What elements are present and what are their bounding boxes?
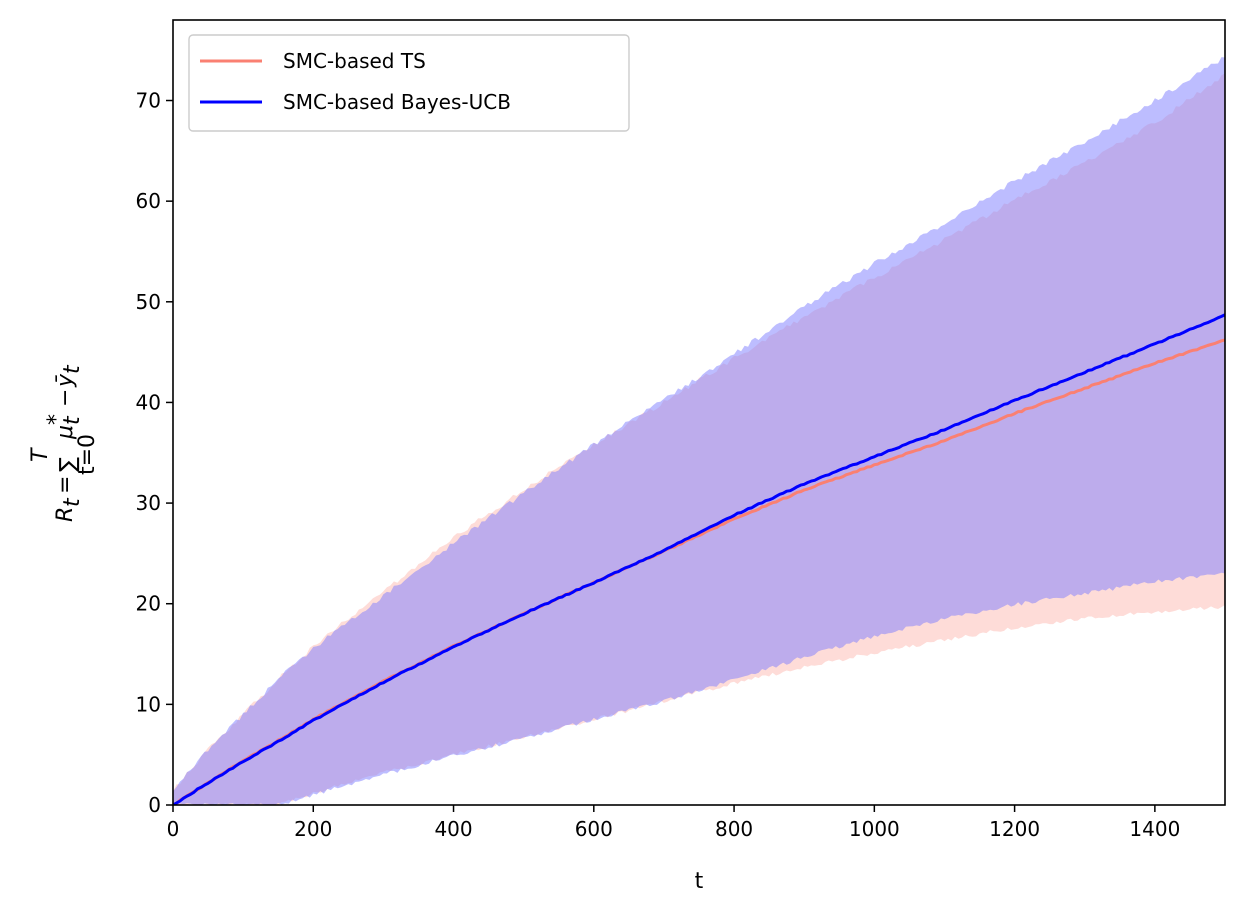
y-tick-label: 60 — [136, 189, 161, 213]
legend-label-ucb: SMC-based Bayes-UCB — [283, 90, 511, 114]
ylabel-minus: − — [53, 389, 78, 407]
y-axis: 0 10 20 30 40 50 60 70 — [136, 89, 173, 817]
x-tick-label: 0 — [167, 817, 180, 841]
y-tick-label: 0 — [148, 793, 161, 817]
legend: SMC-based TS SMC-based Bayes-UCB — [188, 34, 630, 132]
y-tick-label: 40 — [136, 390, 161, 414]
mean-lines — [173, 313, 1225, 805]
legend-box — [188, 34, 630, 132]
y-tick-label: 20 — [136, 592, 161, 616]
ylabel-mu-sub: t — [60, 415, 85, 425]
x-tick-label: 1000 — [849, 817, 900, 841]
ylabel-y-sub: t — [60, 364, 85, 374]
ylabel-sum-top: T — [28, 447, 53, 462]
y-axis-label: R t = ∑ T t=0 μ * t − ȳ t — [28, 364, 100, 522]
x-tick-label: 400 — [434, 817, 472, 841]
ylabel-y: ȳ — [53, 373, 78, 388]
plot-frame — [172, 19, 1226, 806]
legend-label-ts: SMC-based TS — [283, 49, 426, 73]
x-tick-label: 1200 — [989, 817, 1040, 841]
x-tick-label: 200 — [294, 817, 332, 841]
ylabel-mu: μ — [53, 425, 78, 440]
line-ucb — [173, 313, 1225, 805]
x-tick-label: 600 — [575, 817, 613, 841]
y-tick-label: 70 — [136, 89, 161, 113]
y-tick-label: 10 — [136, 692, 161, 716]
x-axis: 0 200 400 600 800 1000 1200 1400 — [167, 805, 1180, 841]
x-tick-label: 1400 — [1129, 817, 1180, 841]
ylabel-r: R — [53, 507, 78, 522]
ylabel-sum: ∑ — [56, 457, 81, 472]
ylabel-mu-sup: * — [44, 414, 69, 425]
ylabel-r-sub: t — [60, 497, 85, 507]
ylabel-eq: = — [53, 476, 78, 494]
y-tick-label: 50 — [136, 290, 161, 314]
x-tick-label: 800 — [715, 817, 753, 841]
ylabel-sum-bottom: t=0 — [75, 434, 100, 475]
y-tick-label: 30 — [136, 491, 161, 515]
confidence-bands — [173, 57, 1225, 805]
band-ucb — [173, 57, 1225, 805]
x-axis-label: t — [695, 869, 704, 894]
